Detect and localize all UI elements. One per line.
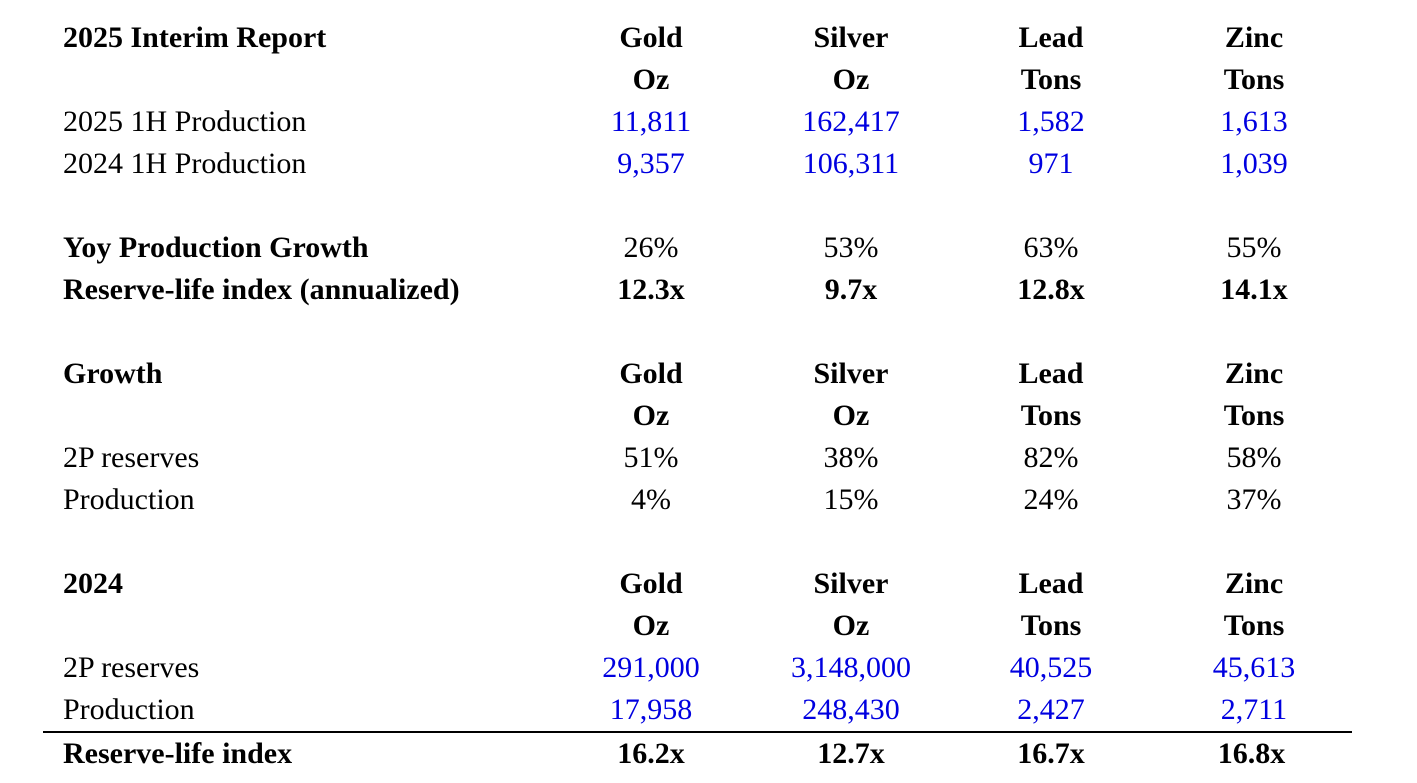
cell-value: 17,958 [609, 693, 693, 726]
row-label: 2025 1H Production [63, 105, 307, 138]
unit-label-gold: Oz [632, 63, 670, 96]
column-header-gold: Gold [619, 567, 683, 600]
cell-value: 1,039 [1220, 147, 1288, 180]
section-title-2024: 2024 [63, 567, 123, 600]
section-header-row-interim: 2025 Interim Report Gold Silver Lead Zin… [0, 17, 1417, 59]
cell-value: 4% [631, 483, 671, 516]
cell-value: 14.1x [1220, 273, 1288, 306]
cell-value: 55% [1226, 231, 1282, 264]
cell-value: 106,311 [802, 147, 900, 180]
unit-label-gold: Oz [632, 399, 670, 432]
cell-value: 37% [1226, 483, 1282, 516]
column-header-gold: Gold [619, 357, 683, 390]
column-header-lead: Lead [1018, 357, 1084, 390]
cell-value: 9,357 [617, 147, 685, 180]
cell-value: 1,582 [1017, 105, 1085, 138]
unit-label-lead: Tons [1020, 399, 1082, 432]
row-label: Yoy Production Growth [63, 231, 369, 264]
units-row-label [0, 395, 551, 437]
table-row-yoy-production-growth: Yoy Production Growth 26% 53% 63% 55% [0, 227, 1417, 269]
row-label: Production [63, 483, 195, 516]
cell-value: 12.3x [617, 273, 685, 306]
row-label: 2P reserves [63, 441, 200, 474]
cell-value: 26% [623, 231, 679, 264]
unit-label-silver: Oz [832, 399, 870, 432]
table-row-growth-2p-reserves: 2P reserves 51% 38% 82% 58% [0, 437, 1417, 479]
cell-value: 971 [1028, 147, 1074, 180]
cell-value: 58% [1226, 441, 1282, 474]
section-title-growth: Growth [63, 357, 163, 390]
row-label: Reserve-life index [63, 737, 293, 770]
unit-label-lead: Tons [1020, 609, 1082, 642]
cell-value: 82% [1023, 441, 1079, 474]
column-header-gold: Gold [619, 21, 683, 54]
units-row-2024: Oz Oz Tons Tons [0, 605, 1417, 647]
units-row-growth: Oz Oz Tons Tons [0, 395, 1417, 437]
unit-label-lead: Tons [1020, 63, 1082, 96]
table-row-growth-production: Production 4% 15% 24% 37% [0, 479, 1417, 521]
cell-value: 53% [823, 231, 879, 264]
units-row-interim: Oz Oz Tons Tons [0, 59, 1417, 101]
column-header-lead: Lead [1018, 567, 1084, 600]
table-row-2024-2p-reserves: 2P reserves 291,000 3,148,000 40,525 45,… [0, 647, 1417, 689]
column-header-silver: Silver [813, 357, 889, 390]
cell-value: 38% [823, 441, 879, 474]
cell-value: 24% [1023, 483, 1079, 516]
cell-value: 16.2x [617, 737, 685, 770]
table-row-reserve-life-annualized: Reserve-life index (annualized) 12.3x 9.… [0, 269, 1417, 311]
cell-value: 162,417 [802, 105, 900, 138]
column-header-silver: Silver [813, 21, 889, 54]
cell-value: 248,430 [802, 693, 900, 726]
column-header-zinc: Zinc [1224, 21, 1284, 54]
table-row-2024-1h-production: 2024 1H Production 9,357 106,311 971 1,0… [0, 143, 1417, 185]
cell-value: 63% [1023, 231, 1079, 264]
cell-value: 45,613 [1212, 651, 1296, 684]
units-row-label [0, 605, 551, 647]
cell-value: 1,613 [1220, 105, 1288, 138]
unit-label-zinc: Tons [1223, 63, 1285, 96]
cell-value: 291,000 [602, 651, 700, 684]
column-header-silver: Silver [813, 567, 889, 600]
cell-value: 15% [823, 483, 879, 516]
cell-value: 12.8x [1017, 273, 1085, 306]
cell-value: 3,148,000 [791, 651, 911, 684]
cell-value: 40,525 [1009, 651, 1093, 684]
cell-value: 16.8x [1217, 737, 1286, 770]
cell-value: 11,811 [610, 105, 692, 138]
unit-label-silver: Oz [832, 63, 870, 96]
section-title-interim-report: 2025 Interim Report [63, 21, 327, 54]
unit-label-zinc: Tons [1223, 609, 1285, 642]
cell-value: 9.7x [824, 273, 878, 306]
blank-row [0, 521, 1417, 563]
blank-row [0, 311, 1417, 353]
cell-value: 2,711 [1220, 693, 1288, 726]
table-row-reserve-life-index-total: Reserve-life index 16.2x 12.7x 16.7x 16.… [43, 731, 1352, 775]
row-label: Production [63, 693, 195, 726]
section-header-row-2024: 2024 Gold Silver Lead Zinc [0, 563, 1417, 605]
column-header-zinc: Zinc [1224, 567, 1284, 600]
column-header-lead: Lead [1018, 21, 1084, 54]
unit-label-silver: Oz [832, 609, 870, 642]
row-label: 2024 1H Production [63, 147, 307, 180]
table-row-2025-1h-production: 2025 1H Production 11,811 162,417 1,582 … [0, 101, 1417, 143]
row-label: 2P reserves [63, 651, 200, 684]
blank-row [0, 185, 1417, 227]
column-header-zinc: Zinc [1224, 357, 1284, 390]
cell-value: 12.7x [817, 737, 885, 770]
table-row-2024-production: Production 17,958 248,430 2,427 2,711 [0, 689, 1417, 731]
unit-label-gold: Oz [632, 609, 670, 642]
row-label: Reserve-life index (annualized) [63, 273, 460, 306]
unit-label-zinc: Tons [1223, 399, 1285, 432]
section-header-row-growth: Growth Gold Silver Lead Zinc [0, 353, 1417, 395]
cell-value: 16.7x [1017, 737, 1085, 770]
units-row-label [0, 59, 551, 101]
cell-value: 2,427 [1017, 693, 1085, 726]
cell-value: 51% [623, 441, 679, 474]
